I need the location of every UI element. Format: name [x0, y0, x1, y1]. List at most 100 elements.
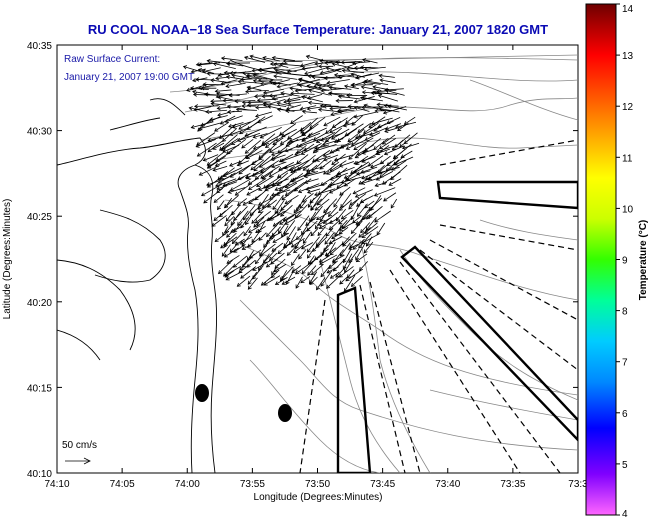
current-vector: [280, 154, 301, 162]
current-vector: [273, 216, 287, 227]
current-vector: [316, 277, 326, 290]
current-vector-head: [360, 180, 366, 185]
current-vector-head: [331, 124, 337, 128]
current-vector: [352, 61, 371, 64]
current-vector: [302, 66, 319, 70]
current-vector: [284, 214, 302, 225]
current-vector: [309, 117, 326, 129]
current-vector: [395, 121, 417, 128]
current-vector: [266, 178, 289, 188]
current-vector-head: [316, 286, 320, 291]
current-vector: [369, 127, 387, 136]
current-vector-head: [305, 168, 311, 173]
current-vector-head: [337, 109, 342, 114]
x-axis-label: Longitude (Degrees:Minutes): [254, 492, 383, 503]
current-vector-head: [352, 245, 357, 250]
current-vector: [351, 220, 363, 234]
current-vector-head: [258, 68, 263, 73]
current-vector-head: [312, 136, 318, 141]
current-vector-head: [343, 84, 349, 89]
current-vector: [260, 160, 280, 173]
current-vector-head: [262, 101, 267, 106]
current-vector-head: [226, 233, 231, 238]
current-vector-head: [270, 156, 275, 162]
current-vector: [362, 59, 378, 64]
current-vector: [383, 192, 397, 202]
current-vector: [250, 55, 273, 63]
x-tick-label: 73:55: [240, 479, 265, 490]
current-vector: [305, 216, 317, 226]
current-vector: [225, 221, 236, 233]
current-vector-head: [247, 285, 252, 290]
current-vector: [271, 148, 293, 156]
current-vector-head: [216, 106, 221, 111]
current-vector: [298, 79, 321, 86]
current-vector-head: [302, 166, 307, 171]
current-vector: [312, 243, 321, 252]
current-vector: [355, 155, 369, 165]
current-vector-head: [284, 200, 289, 205]
current-vector-head: [302, 239, 307, 244]
current-vector-head: [285, 142, 290, 147]
colorbar-tick-label: 13: [622, 51, 634, 62]
current-vector-head: [195, 62, 200, 67]
current-vector: [341, 209, 354, 220]
current-vector: [233, 221, 243, 233]
current-vector: [269, 81, 291, 86]
current-vector: [376, 145, 397, 152]
current-vector-head: [315, 139, 321, 143]
current-vector-head: [262, 90, 268, 95]
current-vector: [196, 132, 216, 146]
current-vector: [357, 122, 372, 133]
current-vector: [385, 159, 400, 172]
current-vector-head: [245, 89, 250, 94]
current-vector: [280, 204, 293, 217]
current-vector: [359, 261, 368, 271]
current-vector: [358, 233, 372, 249]
current-vector-head: [206, 58, 211, 64]
current-vector-head: [190, 69, 195, 74]
current-vector-head: [219, 213, 224, 218]
current-vector: [219, 123, 237, 139]
current-vector: [238, 264, 249, 274]
current-vector-head: [217, 72, 222, 78]
current-vector: [301, 143, 322, 155]
current-vector: [248, 194, 262, 204]
current-vector-head: [202, 82, 207, 87]
current-vector: [347, 269, 355, 279]
current-vector: [271, 242, 284, 252]
current-vector: [379, 108, 400, 113]
current-vector: [340, 219, 348, 228]
current-vector: [344, 171, 356, 179]
current-vector: [340, 193, 352, 208]
current-vector: [334, 226, 341, 237]
current-vector-head: [195, 77, 200, 82]
current-vector-head: [200, 192, 206, 197]
current-vector-head: [320, 137, 325, 142]
current-vector-head: [283, 99, 288, 104]
current-vector: [213, 63, 236, 70]
current-vector-head: [310, 232, 315, 237]
current-vector-head: [364, 176, 370, 181]
current-vector-head: [269, 256, 274, 261]
current-vector-head: [273, 268, 278, 273]
current-vector-head: [271, 271, 276, 276]
current-vector: [250, 159, 265, 171]
current-vector-head: [267, 104, 272, 109]
current-vector: [312, 150, 331, 163]
current-vector-head: [363, 103, 368, 108]
current-vector: [299, 138, 321, 147]
current-vector-head: [201, 69, 207, 74]
current-vector: [287, 95, 308, 101]
current-vector-head: [251, 219, 256, 224]
current-vector: [222, 226, 229, 236]
current-vector: [258, 199, 270, 206]
current-vector-head: [317, 107, 323, 112]
current-vector: [224, 247, 239, 258]
current-vector-head: [305, 54, 310, 59]
current-vector-head: [311, 158, 317, 163]
current-vector: [238, 160, 257, 175]
current-vector-head: [294, 245, 299, 250]
current-vector-head: [255, 113, 260, 118]
current-vector-head: [274, 264, 279, 269]
